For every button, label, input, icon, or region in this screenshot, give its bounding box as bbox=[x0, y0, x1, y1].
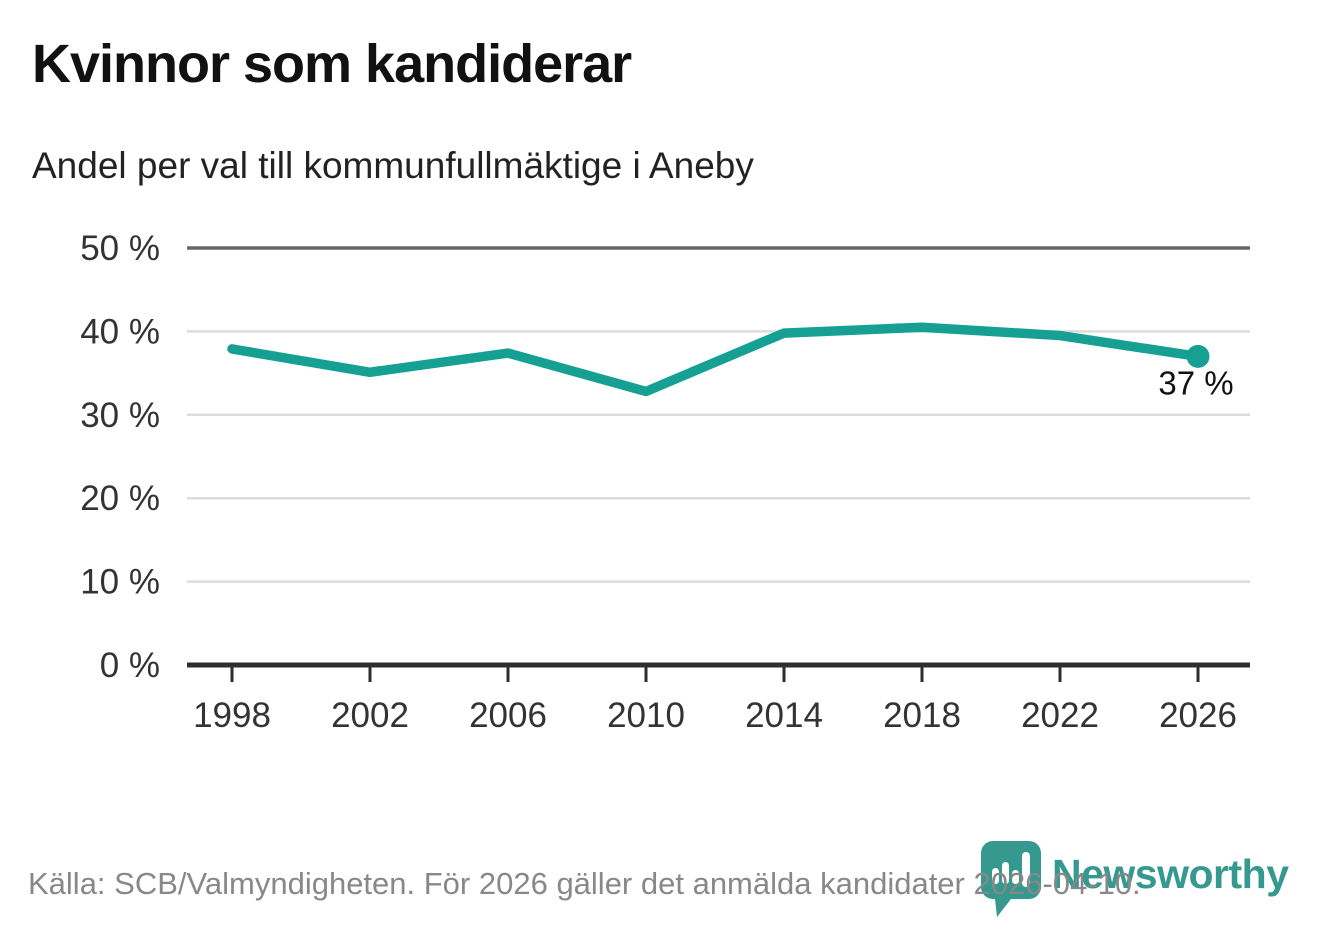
newsworthy-logo-icon bbox=[981, 841, 1041, 917]
y-tick-label: 10 % bbox=[80, 563, 160, 602]
y-tick-label: 50 % bbox=[80, 229, 160, 268]
x-tick-label: 2026 bbox=[1159, 696, 1237, 735]
x-tick-label: 2022 bbox=[1021, 696, 1099, 735]
y-tick-label: 40 % bbox=[80, 312, 160, 351]
x-tick-label: 2002 bbox=[331, 696, 409, 735]
y-tick-label: 20 % bbox=[80, 479, 160, 518]
end-point-dot bbox=[1186, 344, 1210, 368]
source-note: Källa: SCB/Valmyndigheten. För 2026 gäll… bbox=[28, 866, 1141, 901]
x-tick-label: 1998 bbox=[193, 696, 271, 735]
x-tick-label: 2018 bbox=[883, 696, 961, 735]
page-title: Kvinnor som kandiderar bbox=[32, 34, 632, 94]
x-tick-label: 2014 bbox=[745, 696, 823, 735]
y-tick-label: 0 % bbox=[100, 646, 160, 685]
y-tick-label: 30 % bbox=[80, 396, 160, 435]
chart-subtitle: Andel per val till kommunfullmäktige i A… bbox=[32, 145, 754, 186]
x-tick-label: 2010 bbox=[607, 696, 685, 735]
x-tick-label: 2006 bbox=[469, 696, 547, 735]
end-point-label: 37 % bbox=[1158, 364, 1233, 401]
data-line bbox=[227, 322, 1203, 397]
newsworthy-wordmark: Newsworthy bbox=[1052, 851, 1289, 897]
